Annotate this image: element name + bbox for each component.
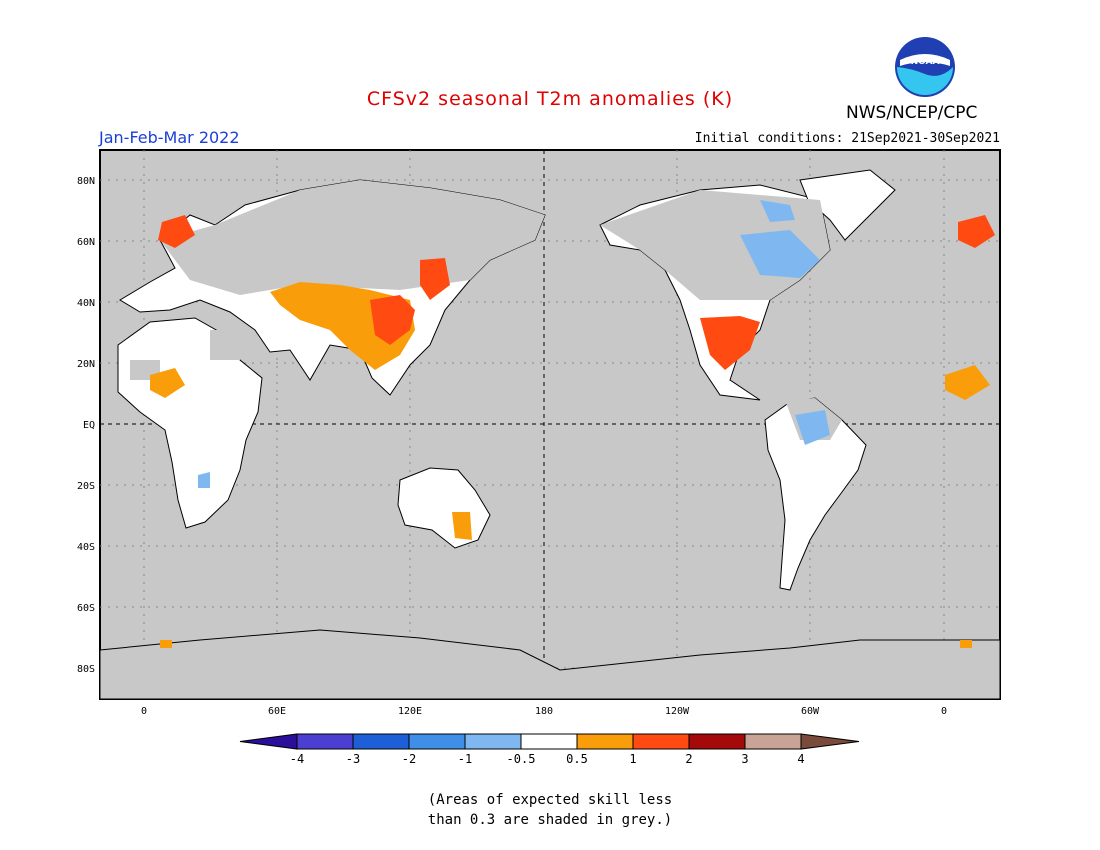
lat-label: 80N xyxy=(77,176,95,187)
colorbar-segment xyxy=(744,733,802,750)
lat-label: 20N xyxy=(77,359,95,370)
equator-dateline xyxy=(100,150,1000,699)
colorbar-tick-label: -2 xyxy=(402,752,416,766)
lon-label: 60W xyxy=(801,706,820,717)
colorbar-tick-label: -4 xyxy=(290,752,304,766)
lat-label: EQ xyxy=(83,420,95,431)
lon-label: 0 xyxy=(141,706,147,717)
cool-anomalies xyxy=(198,200,830,488)
footnote-line-1: (Areas of expected skill less xyxy=(427,792,673,808)
colorbar-arrow-high xyxy=(800,733,860,750)
lat-label: 20S xyxy=(77,481,95,492)
colorbar-segment xyxy=(408,733,466,750)
lon-label: 180 xyxy=(535,706,553,717)
colorbar-segment xyxy=(296,733,354,750)
chart-title: CFSv2 seasonal T2m anomalies (K) xyxy=(366,88,734,110)
colorbar: -4 -3 -2 -1 -0.5 0.5 1 2 3 4 xyxy=(239,733,860,766)
lon-label: 60E xyxy=(268,706,286,717)
lon-label: 0 xyxy=(941,706,947,717)
colorbar-segment xyxy=(464,733,522,750)
antarctica xyxy=(99,629,1001,700)
lon-label: 120E xyxy=(398,706,422,717)
lon-label: 120W xyxy=(665,706,690,717)
lat-labels: 80N 60N 40N 20N EQ 20S 40S 60S 80S xyxy=(77,176,95,675)
lat-label: 40N xyxy=(77,298,95,309)
colorbar-tick-label: 2 xyxy=(685,752,692,766)
noaa-logo: NOAA xyxy=(895,37,955,97)
colorbar-segment xyxy=(576,733,634,750)
colorbar-tick-label: -3 xyxy=(346,752,360,766)
lat-label: 60N xyxy=(77,237,95,248)
colorbar-arrow-low xyxy=(239,733,298,750)
lat-label: 60S xyxy=(77,603,95,614)
colorbar-tick-label: 0.5 xyxy=(566,752,588,766)
colorbar-segment xyxy=(632,733,690,750)
colorbar-tick-label: 1 xyxy=(629,752,636,766)
colorbar-tick-label: 3 xyxy=(741,752,748,766)
footnote-line-2: than 0.3 are shaded in grey.) xyxy=(427,812,673,828)
colorbar-segment xyxy=(688,733,746,750)
warm-anomalies xyxy=(150,215,995,648)
colorbar-tick-label: -1 xyxy=(458,752,472,766)
south-america xyxy=(764,397,867,591)
lat-label: 40S xyxy=(77,542,95,553)
colorbar-tick-label: 4 xyxy=(797,752,804,766)
grid-lines xyxy=(100,150,1000,699)
season-label: Jan-Feb-Mar 2022 xyxy=(99,128,240,147)
organization-label: NWS/NCEP/CPC xyxy=(846,103,978,123)
logo-text: NOAA xyxy=(911,57,940,67)
footnote: (Areas of expected skill less than 0.3 a… xyxy=(0,790,1100,830)
lat-label: 80S xyxy=(77,664,95,675)
colorbar-segment xyxy=(520,733,578,750)
initial-conditions-label: Initial conditions: 21Sep2021-30Sep2021 xyxy=(694,131,1000,146)
lon-labels: 0 60E 120E 180 120W 60W 0 xyxy=(141,706,947,717)
colorbar-tick-label: -0.5 xyxy=(507,752,536,766)
colorbar-segment xyxy=(352,733,410,750)
